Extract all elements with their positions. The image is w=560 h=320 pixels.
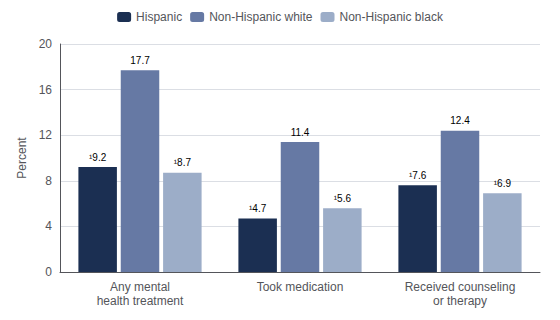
svg-text:health treatment: health treatment bbox=[97, 294, 184, 308]
svg-text:Received counseling: Received counseling bbox=[405, 280, 516, 294]
svg-text:11.4: 11.4 bbox=[291, 127, 310, 138]
svg-text:12: 12 bbox=[39, 128, 53, 142]
svg-text:¹7.6: ¹7.6 bbox=[409, 170, 427, 181]
svg-text:17.7: 17.7 bbox=[130, 55, 150, 66]
svg-text:0: 0 bbox=[45, 265, 52, 279]
svg-text:Non-Hispanic white: Non-Hispanic white bbox=[209, 10, 313, 24]
svg-text:12.4: 12.4 bbox=[450, 115, 470, 126]
svg-text:8: 8 bbox=[45, 174, 52, 188]
svg-text:Any mental: Any mental bbox=[110, 280, 170, 294]
svg-text:¹6.9: ¹6.9 bbox=[494, 178, 512, 189]
svg-text:4: 4 bbox=[45, 219, 52, 233]
svg-text:Hispanic: Hispanic bbox=[136, 10, 182, 24]
svg-text:¹5.6: ¹5.6 bbox=[334, 193, 352, 204]
svg-text:¹9.2: ¹9.2 bbox=[89, 152, 107, 163]
svg-text:or therapy: or therapy bbox=[433, 294, 487, 308]
svg-text:20: 20 bbox=[39, 37, 53, 51]
svg-text:¹4.7: ¹4.7 bbox=[249, 203, 267, 214]
svg-text:Percent: Percent bbox=[15, 137, 29, 179]
svg-text:Took medication: Took medication bbox=[257, 280, 344, 294]
svg-text:¹8.7: ¹8.7 bbox=[174, 157, 192, 168]
svg-text:Non-Hispanic black: Non-Hispanic black bbox=[340, 10, 444, 24]
svg-text:16: 16 bbox=[39, 83, 53, 97]
